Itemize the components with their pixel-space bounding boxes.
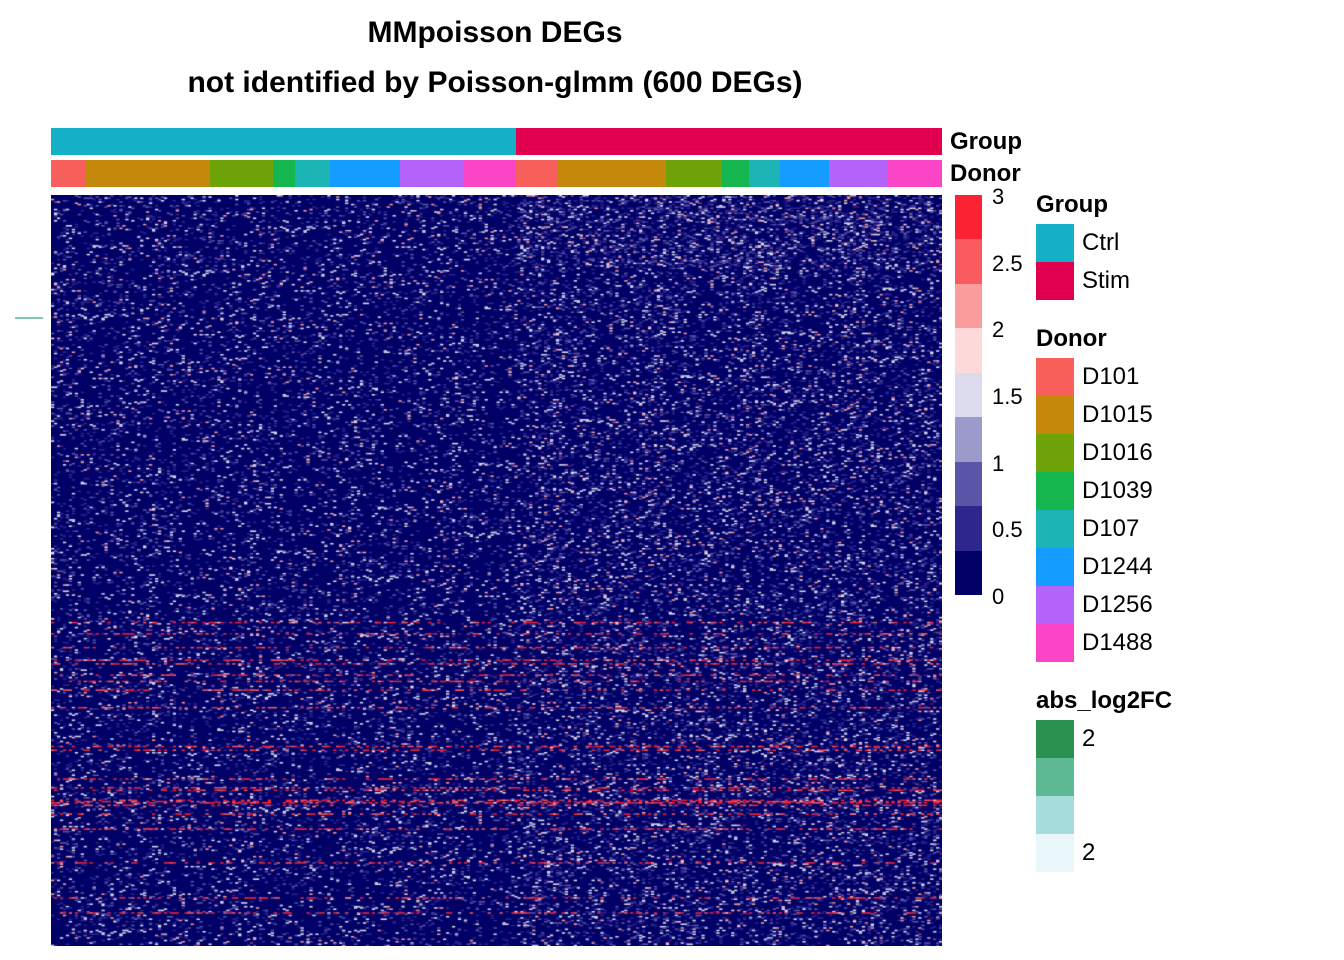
donor-segment-d1016: [209, 160, 273, 187]
legend-swatch: [1036, 358, 1074, 396]
color-scale-tick-label: 2.5: [992, 250, 1023, 276]
donor-segment-d1039: [721, 160, 750, 187]
legend-swatch: [1036, 434, 1074, 472]
expression-heatmap: [51, 195, 942, 946]
donor-segment-d1015: [84, 160, 210, 187]
legend-swatch: [1036, 472, 1074, 510]
color-scale-step: [955, 461, 982, 507]
legend-item: 2: [1036, 720, 1095, 758]
legend-label: D1488: [1082, 629, 1153, 656]
legend-label: D1039: [1082, 477, 1153, 504]
legend-title-abs_log2fc: abs_log2FC: [1036, 687, 1173, 714]
color-scale-step: [955, 550, 982, 595]
legend-label: Stim: [1082, 267, 1130, 294]
legend-item: D1016: [1036, 434, 1153, 472]
legend-item: D101: [1036, 358, 1139, 396]
legend-label: D1256: [1082, 591, 1153, 618]
legend-title-group: Group: [1036, 191, 1108, 218]
legend-label: D107: [1082, 515, 1140, 542]
color-scale-tick-label: 0: [992, 584, 1005, 609]
legend-item: D1256: [1036, 586, 1153, 624]
group-track-label: Group: [950, 128, 1022, 155]
legend-item: 2: [1036, 834, 1095, 872]
legend-swatch: [1036, 262, 1074, 300]
legend-label: D101: [1082, 363, 1140, 390]
color-scale-tick-label: 0.5: [992, 517, 1023, 543]
donor-track-label: Donor: [950, 160, 1021, 187]
legend-swatch: [1036, 224, 1074, 262]
legend-item: [1036, 758, 1082, 796]
chart-title: MMpoisson DEGs: [367, 16, 623, 49]
legend-item: D107: [1036, 510, 1139, 548]
color-scale-tick-label: 1: [992, 450, 1005, 476]
color-scale-tick-label: 2: [992, 317, 1005, 343]
legend-item: D1244: [1036, 548, 1153, 586]
color-scale-tick-label: 1.5: [992, 384, 1023, 409]
donor-segment-d1244: [779, 160, 829, 187]
legend-item: [1036, 796, 1082, 834]
legend-item: D1488: [1036, 624, 1153, 662]
legend-label: 2: [1082, 725, 1096, 752]
legend-label: D1244: [1082, 553, 1153, 580]
legend-swatch: [1036, 510, 1074, 548]
chart-subtitle: not identified by Poisson-glmm (600 DEGs…: [187, 66, 803, 99]
donor-segment-d1039: [272, 160, 296, 187]
donor-segment-d1244: [329, 160, 401, 187]
color-scale-step: [955, 239, 982, 284]
legend-item: Stim: [1036, 262, 1130, 300]
donor-segment-d1488: [464, 160, 517, 187]
donor-segment-d1256: [400, 160, 465, 187]
row-marker: [15, 317, 43, 319]
legend-swatch: [1036, 720, 1074, 758]
donor-segment-d107: [295, 160, 330, 187]
legend-swatch: [1036, 586, 1074, 624]
legend-item: Ctrl: [1036, 224, 1119, 262]
legend-swatch: [1036, 758, 1074, 796]
donor-segment-d1256: [828, 160, 888, 187]
legend-item: D1039: [1036, 472, 1153, 510]
legend-label: D1015: [1082, 401, 1153, 428]
legend-swatch: [1036, 796, 1074, 834]
color-scale-step: [955, 328, 982, 373]
legend-swatch: [1036, 548, 1074, 586]
legend-label: Ctrl: [1082, 229, 1120, 256]
legend-swatch: [1036, 624, 1074, 662]
legend-swatch: [1036, 834, 1074, 872]
group-segment-stim: [516, 128, 942, 155]
color-scale-tick-label: 3: [992, 184, 1005, 209]
group-segment-ctrl: [51, 128, 517, 155]
color-scale-bar: [955, 195, 982, 595]
color-scale-step: [955, 195, 982, 240]
donor-segment-d1016: [665, 160, 722, 187]
legend-swatch: [1036, 396, 1074, 434]
color-scale-step: [955, 506, 982, 551]
donor-segment-d107: [749, 160, 780, 187]
color-scale-step: [955, 417, 982, 462]
donor-segment-d1015: [557, 160, 666, 187]
legend-label: D1016: [1082, 439, 1153, 466]
color-scale-step: [955, 283, 982, 329]
legend-label: 2: [1082, 839, 1096, 866]
donor-segment-d1488: [887, 160, 942, 187]
color-scale-step: [955, 372, 982, 418]
legend-item: D1015: [1036, 396, 1153, 434]
group-annotation-track: [51, 128, 942, 155]
legend-title-donor: Donor: [1036, 325, 1107, 352]
donor-segment-d101: [51, 160, 85, 187]
donor-segment-d101: [516, 160, 558, 187]
donor-annotation-track: [51, 160, 942, 187]
